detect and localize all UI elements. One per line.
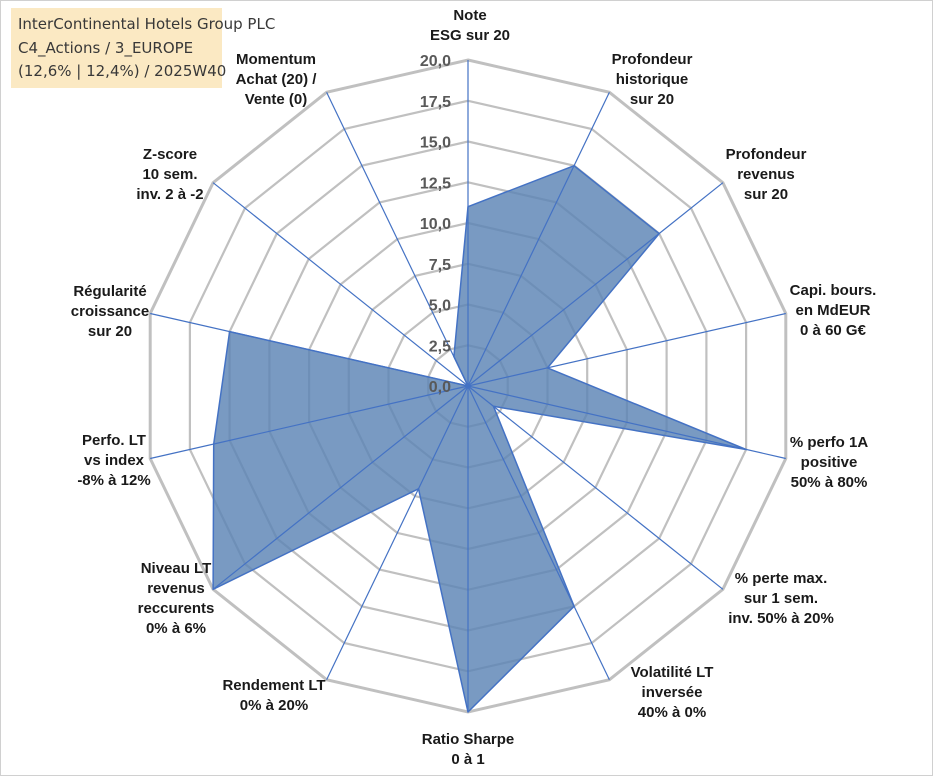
tick-label: 20,0: [420, 53, 451, 70]
axis-label-10: Niveau LT revenus reccurents 0% à 6%: [138, 560, 215, 637]
tick-labels: 0,0 2,5 5,0 7,5 10,0 12,5 15,0 17,5 20,0: [420, 53, 451, 396]
axis-spokes: [150, 60, 786, 712]
axis-labels: Note ESG sur 20 Profondeur historique sur 20…: [71, 7, 877, 768]
axis-spoke-13: [212, 182, 469, 387]
axis-spoke-11: [150, 385, 469, 460]
tick-label: 15,0: [420, 135, 451, 152]
axis-spoke-6: [467, 385, 724, 590]
axis-label-2: Profondeur historique sur 20: [612, 51, 693, 108]
tick-label: 10,0: [420, 216, 451, 233]
tick-label: 0,0: [429, 379, 451, 396]
axis-spoke-9: [326, 385, 469, 680]
axis-label-8: Ratio Sharpe 0 à 1: [422, 731, 515, 768]
axis-spoke-5: [467, 385, 786, 460]
axis-spoke-2: [467, 92, 610, 387]
axis-label-13: Z-score 10 sem. inv. 2 à -2: [136, 146, 203, 203]
axis-spoke-14: [326, 92, 469, 387]
title-line-period: (12,6% | 12,4%) / 2025W40: [18, 62, 227, 80]
axis-label-5: % perfo 1A positive 50% à 80%: [790, 434, 869, 491]
axis-spoke-10: [212, 385, 469, 590]
title-line-company: InterContinental Hotels Group PLC: [18, 15, 276, 33]
axis-label-3: Profondeur revenus sur 20: [726, 146, 807, 203]
tick-label: 2,5: [429, 338, 451, 355]
axis-label-1: Note ESG sur 20: [430, 7, 510, 44]
tick-label: 7,5: [429, 257, 451, 274]
axis-label-9: Rendement LT 0% à 20%: [222, 677, 325, 714]
axis-label-6: % perte max. sur 1 sem. inv. 50% à 20%: [728, 570, 834, 627]
axis-label-11: Perfo. LT vs index -8% à 12%: [77, 432, 150, 489]
axis-label-4: Capi. bours. en MdEUR 0 à 60 G€: [790, 282, 877, 339]
axis-spoke-4: [467, 312, 786, 387]
axis-label-7: Volatilité LT inversée 40% à 0%: [631, 664, 714, 721]
chart-title-box: InterContinental Hotels Group PLC C4_Act…: [11, 8, 276, 88]
axis-spoke-3: [467, 182, 724, 387]
title-line-category: C4_Actions / 3_EUROPE: [18, 38, 194, 57]
axis-spoke-12: [150, 312, 469, 387]
tick-label: 17,5: [420, 94, 451, 111]
tick-label: 5,0: [429, 298, 451, 315]
tick-label: 12,5: [420, 175, 451, 192]
axis-label-12: Régularité croissance sur 20: [71, 283, 149, 340]
axis-label-14: Momentum Achat (20) / Vente (0): [236, 51, 318, 108]
axis-spoke-7: [467, 385, 610, 680]
